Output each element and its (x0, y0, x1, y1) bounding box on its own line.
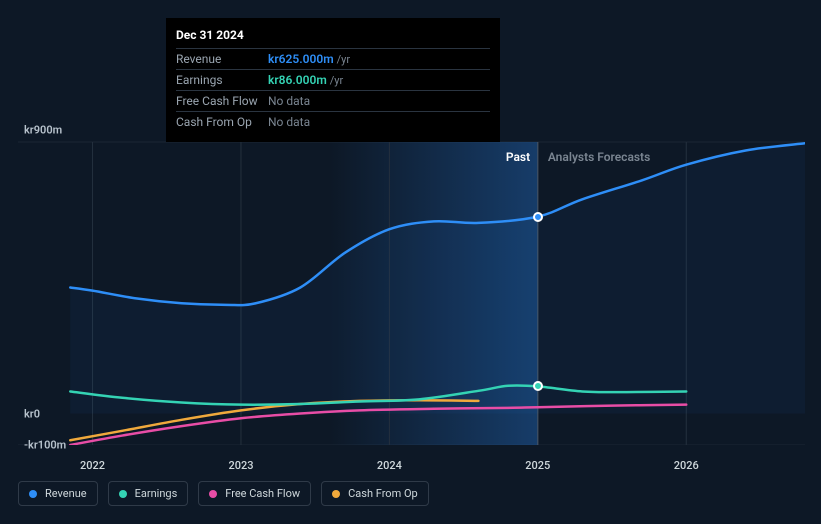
tooltip-label: Free Cash Flow (176, 94, 268, 108)
tooltip-unit: /yr (337, 53, 350, 66)
tooltip-nodata: No data (268, 94, 310, 108)
legend-label: Revenue (45, 487, 87, 500)
tooltip-label: Revenue (176, 52, 268, 66)
y-axis-label: kr0 (24, 407, 40, 420)
x-axis-label: 2025 (525, 459, 550, 472)
tooltip-row: Earningskr86.000m/yr (176, 69, 490, 90)
marker-earnings (533, 381, 543, 391)
legend-dot-icon (209, 490, 217, 498)
legend-label: Free Cash Flow (225, 487, 300, 500)
tooltip-value: kr625.000m (268, 52, 334, 66)
legend-item-free_cash_flow[interactable]: Free Cash Flow (198, 481, 311, 506)
legend-item-revenue[interactable]: Revenue (18, 481, 98, 506)
legend: Revenue Earnings Free Cash Flow Cash From O… (18, 481, 429, 506)
legend-dot-icon (332, 490, 340, 498)
legend-label: Earnings (135, 487, 178, 500)
past-label: Past (506, 150, 530, 164)
tooltip-row: Cash From OpNo data (176, 111, 490, 132)
forecast-label: Analysts Forecasts (548, 150, 650, 164)
legend-label: Cash From Op (348, 487, 418, 500)
tooltip-date: Dec 31 2024 (176, 26, 490, 48)
tooltip-row: Revenuekr625.000m/yr (176, 48, 490, 69)
tooltip-rows: Revenuekr625.000m/yrEarningskr86.000m/yr… (176, 48, 490, 132)
tooltip-value: kr86.000m (268, 73, 327, 87)
tooltip-label: Cash From Op (176, 115, 268, 129)
legend-item-earnings[interactable]: Earnings (108, 481, 189, 506)
y-axis-label: kr900m (24, 124, 62, 137)
legend-item-cash_from_op[interactable]: Cash From Op (321, 481, 429, 506)
x-axis-label: 2024 (377, 459, 402, 472)
y-axis-label: -kr100m (24, 439, 66, 452)
x-axis-label: 2026 (674, 459, 699, 472)
legend-dot-icon (29, 490, 37, 498)
tooltip-label: Earnings (176, 73, 268, 87)
tooltip-nodata: No data (268, 115, 310, 129)
marker-revenue (533, 212, 543, 222)
x-axis-label: 2023 (228, 459, 253, 472)
tooltip-unit: /yr (330, 74, 343, 87)
tooltip: Dec 31 2024 Revenuekr625.000m/yrEarnings… (166, 18, 500, 142)
legend-dot-icon (119, 490, 127, 498)
tooltip-row: Free Cash FlowNo data (176, 90, 490, 111)
x-axis-label: 2022 (80, 459, 105, 472)
